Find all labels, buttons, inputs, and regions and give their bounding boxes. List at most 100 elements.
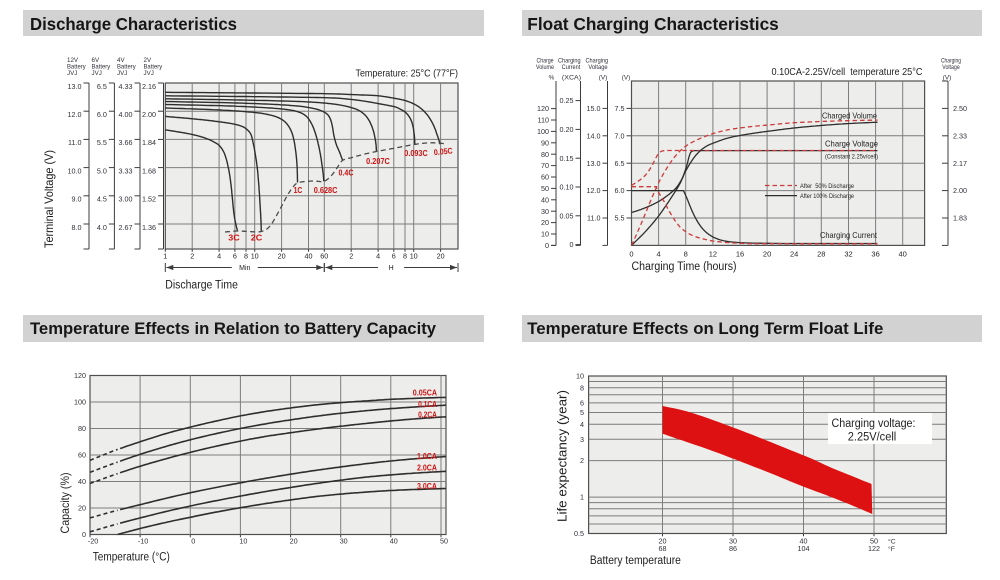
svg-text:Battery temperature: Battery temperature	[590, 555, 681, 567]
svg-text:20: 20	[278, 252, 286, 261]
svg-text:0.2CA: 0.2CA	[418, 409, 437, 419]
svg-text:8: 8	[403, 252, 407, 261]
svg-text:Battery: Battery	[92, 63, 112, 70]
svg-text:3: 3	[580, 435, 584, 444]
svg-text:30: 30	[340, 537, 348, 546]
svg-text:2.00: 2.00	[953, 186, 967, 195]
svg-text:Charged Volume: Charged Volume	[822, 110, 877, 120]
svg-text:3.0CA: 3.0CA	[417, 481, 437, 491]
svg-text:86: 86	[729, 544, 737, 553]
svg-text:50: 50	[440, 537, 448, 546]
svg-text:4.5: 4.5	[97, 195, 107, 204]
svg-text:20: 20	[437, 252, 445, 261]
svg-text:5.5: 5.5	[97, 138, 107, 147]
svg-text:Current: Current	[562, 65, 581, 71]
svg-text:Discharge Characteristics: Discharge Characteristics	[30, 14, 237, 34]
svg-text:60: 60	[541, 173, 549, 182]
svg-text:40: 40	[800, 537, 808, 546]
svg-text:6: 6	[580, 399, 584, 408]
svg-text:4: 4	[217, 252, 221, 261]
svg-text:16: 16	[736, 250, 744, 259]
svg-text:(V): (V)	[599, 74, 608, 81]
svg-text:°C: °C	[888, 538, 896, 546]
svg-text:11.0: 11.0	[587, 214, 600, 223]
svg-text:JVJ: JVJ	[144, 70, 154, 77]
svg-text:32: 32	[844, 250, 852, 259]
svg-text:7.0: 7.0	[615, 131, 625, 140]
svg-text:4.00: 4.00	[119, 110, 133, 119]
svg-text:4: 4	[376, 252, 380, 261]
svg-text:36: 36	[871, 250, 879, 259]
svg-text:100: 100	[537, 127, 549, 136]
svg-text:JVJ: JVJ	[117, 70, 127, 77]
svg-text:Temperature Effects in Relatio: Temperature Effects in Relation to Batte…	[30, 320, 436, 338]
svg-text:Voltage: Voltage	[588, 65, 608, 71]
svg-text:-10: -10	[138, 537, 148, 546]
svg-text:100: 100	[74, 398, 86, 407]
svg-text:14.0: 14.0	[587, 131, 601, 140]
svg-text:(XCA): (XCA)	[562, 74, 581, 81]
svg-text:2: 2	[349, 252, 353, 261]
svg-text:10: 10	[239, 537, 247, 546]
svg-text:0: 0	[570, 240, 574, 249]
svg-text:2C: 2C	[251, 233, 263, 243]
svg-text:0.05CA: 0.05CA	[413, 387, 437, 397]
svg-text:1.52: 1.52	[142, 195, 156, 204]
svg-text:After 100% Discharge: After 100% Discharge	[800, 193, 854, 200]
svg-text:6: 6	[392, 252, 396, 261]
svg-text:0.25: 0.25	[560, 96, 574, 105]
svg-text:2.67: 2.67	[119, 223, 133, 232]
svg-text:After 50% Discharge: After 50% Discharge	[800, 183, 854, 190]
svg-text:1.83: 1.83	[953, 214, 967, 223]
svg-text:0.628C: 0.628C	[314, 185, 338, 195]
svg-text:10: 10	[251, 252, 259, 261]
svg-text:1: 1	[163, 252, 167, 261]
svg-text:2: 2	[580, 456, 584, 465]
svg-text:2.25V/cell: 2.25V/cell	[848, 432, 897, 444]
svg-text:30: 30	[541, 207, 549, 216]
svg-text:JVJ: JVJ	[67, 70, 77, 77]
svg-text:4V: 4V	[117, 57, 125, 64]
svg-text:20: 20	[78, 504, 86, 513]
svg-text:40: 40	[541, 195, 549, 204]
svg-text:3.66: 3.66	[119, 138, 133, 147]
svg-text:6V: 6V	[92, 57, 100, 64]
svg-text:5: 5	[580, 408, 584, 417]
svg-text:6.5: 6.5	[97, 82, 107, 91]
svg-text:10: 10	[541, 230, 549, 239]
svg-text:0: 0	[191, 537, 195, 546]
svg-text:4: 4	[657, 250, 661, 259]
svg-text:JVJ: JVJ	[92, 70, 102, 77]
svg-text:0.10: 0.10	[560, 183, 574, 192]
svg-text:Battery: Battery	[144, 63, 164, 70]
svg-text:1: 1	[580, 493, 584, 502]
svg-text:122: 122	[868, 544, 880, 553]
svg-text:2.50: 2.50	[953, 104, 967, 113]
svg-text:4: 4	[580, 420, 584, 429]
svg-text:0.1CA: 0.1CA	[418, 399, 437, 409]
svg-text:20: 20	[659, 537, 667, 546]
svg-text:40: 40	[305, 252, 313, 261]
svg-text:2.33: 2.33	[953, 131, 967, 140]
svg-text:Volume: Volume	[536, 65, 555, 71]
svg-text:1.0CA: 1.0CA	[417, 451, 437, 461]
svg-text:Temperature: 25°C (77°F): Temperature: 25°C (77°F)	[356, 68, 459, 80]
svg-text:80: 80	[541, 150, 549, 159]
svg-text:1.36: 1.36	[142, 223, 156, 232]
svg-text:3.33: 3.33	[119, 166, 133, 175]
svg-text:40: 40	[390, 537, 398, 546]
svg-text:50: 50	[870, 537, 878, 546]
svg-text:15.0: 15.0	[587, 104, 601, 113]
svg-text:24: 24	[790, 250, 798, 259]
svg-text:2V: 2V	[144, 57, 152, 64]
svg-text:120: 120	[74, 371, 86, 380]
svg-text:5.0: 5.0	[97, 166, 107, 175]
svg-text:68: 68	[659, 544, 667, 553]
svg-text:4.33: 4.33	[119, 82, 133, 91]
svg-text:3C: 3C	[228, 233, 240, 243]
svg-text:Charging: Charging	[586, 58, 609, 64]
svg-text:20: 20	[541, 218, 549, 227]
svg-text:0.4C: 0.4C	[339, 168, 354, 178]
svg-text:104: 104	[798, 544, 810, 553]
svg-text:30: 30	[729, 537, 737, 546]
